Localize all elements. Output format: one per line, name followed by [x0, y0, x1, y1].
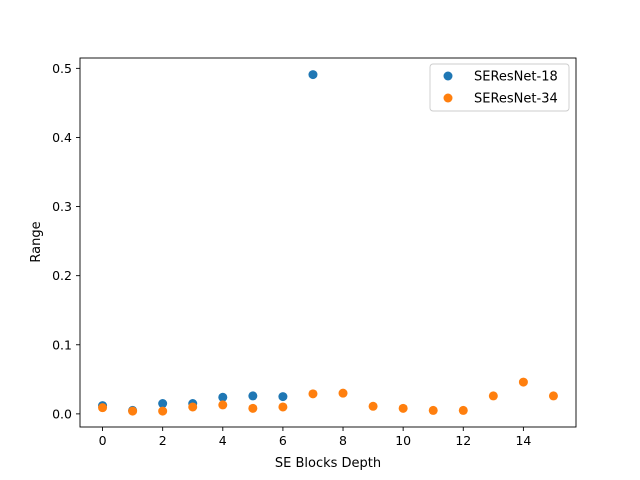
x-tick-label: 14 — [515, 433, 531, 448]
x-axis-ticks: 0 2 4 6 8 10 12 14 — [99, 427, 531, 448]
legend: SEResNet-18 SEResNet-34 — [429, 63, 570, 112]
point-seresnet34-10 — [398, 403, 408, 413]
point-seresnet18-6 — [278, 392, 288, 402]
legend-label-seresnet34: SEResNet-34 — [474, 92, 558, 107]
y-tick-label: 0.1 — [52, 337, 72, 352]
x-tick-label: 8 — [339, 433, 347, 448]
x-tick-label: 4 — [219, 433, 227, 448]
point-seresnet34-0 — [98, 403, 108, 413]
x-axis-label: SE Blocks Depth — [275, 456, 381, 471]
point-seresnet18-2 — [158, 399, 168, 409]
legend-marker-seresnet18 — [443, 71, 453, 81]
x-tick-label: 12 — [455, 433, 471, 448]
point-seresnet34-4 — [218, 400, 228, 410]
point-seresnet34-6 — [278, 402, 288, 412]
y-tick-label: 0.2 — [52, 268, 72, 283]
point-seresnet34-13 — [488, 391, 498, 401]
y-axis-ticks: 0.0 0.1 0.2 0.3 0.4 0.5 — [52, 61, 80, 421]
plot-area-frame — [79, 57, 577, 428]
point-seresnet34-11 — [428, 405, 438, 415]
point-seresnet34-8 — [338, 388, 348, 398]
point-seresnet34-9 — [368, 401, 378, 411]
legend-marker-seresnet34 — [443, 93, 453, 103]
legend-label-seresnet18: SEResNet-18 — [474, 70, 558, 85]
x-tick-label: 10 — [395, 433, 411, 448]
point-seresnet34-14 — [518, 377, 528, 387]
y-tick-label: 0.3 — [52, 199, 72, 214]
point-seresnet34-3 — [188, 402, 198, 412]
point-seresnet34-1 — [128, 406, 138, 416]
y-tick-label: 0.0 — [52, 406, 72, 421]
y-tick-label: 0.4 — [52, 130, 72, 145]
point-seresnet34-2 — [158, 406, 168, 416]
x-tick-label: 6 — [279, 433, 287, 448]
y-axis-label: Range — [29, 221, 44, 262]
point-seresnet34-15 — [548, 391, 558, 401]
point-seresnet34-5 — [248, 403, 258, 413]
y-tick-label: 0.5 — [52, 61, 72, 76]
point-seresnet18-5 — [248, 391, 258, 401]
x-tick-label: 0 — [99, 433, 107, 448]
data-points — [98, 70, 558, 416]
legend-box — [429, 63, 570, 112]
point-seresnet34-12 — [458, 405, 468, 415]
point-seresnet18-7 — [308, 70, 318, 80]
x-tick-label: 2 — [159, 433, 167, 448]
point-seresnet34-7 — [308, 389, 318, 399]
point-seresnet18-4 — [218, 392, 228, 402]
